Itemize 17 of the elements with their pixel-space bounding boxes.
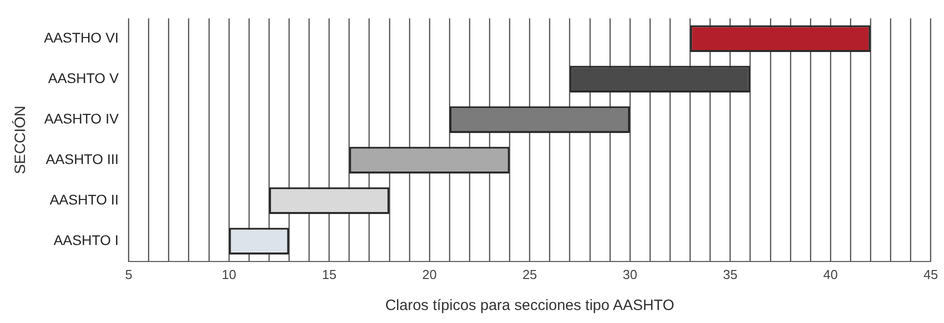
- x-tick-label: 25: [522, 266, 537, 282]
- x-tick-label: 35: [723, 266, 738, 282]
- x-tick-label: 10: [222, 266, 236, 282]
- x-tick-label: 40: [823, 266, 838, 282]
- x-tick-label: 15: [322, 266, 336, 282]
- y-tick-label: AASHTO II: [50, 192, 119, 208]
- y-tick-label: AASHTO I: [54, 232, 119, 248]
- y-tick-label: AASHTO V: [48, 70, 120, 86]
- x-tick-label: 45: [924, 266, 938, 282]
- x-axis-title: Claros típicos para secciones tipo AASHTO: [385, 297, 674, 314]
- y-tick-label: AASTHO VI: [44, 30, 119, 46]
- y-axis-title: SECCIÓN: [11, 106, 30, 174]
- y-tick-label: AASHTO III: [46, 151, 119, 168]
- x-tick-label: 5: [125, 266, 132, 282]
- y-tick-label: AASHTO IV: [44, 110, 120, 127]
- x-tick-label: 30: [622, 266, 638, 282]
- x-tick-label: 20: [422, 266, 437, 282]
